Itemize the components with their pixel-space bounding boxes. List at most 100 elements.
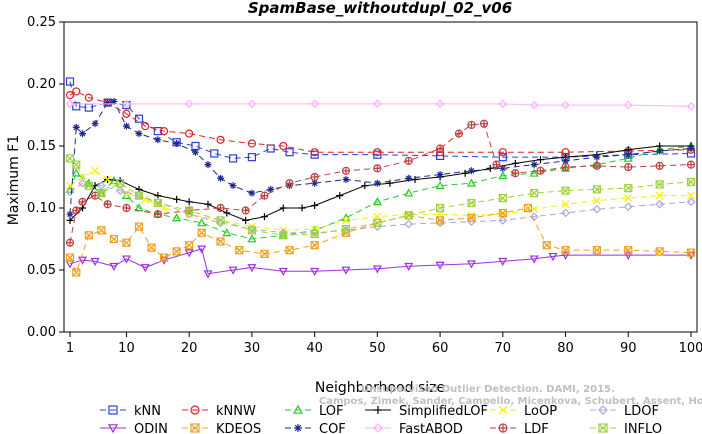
data-point-ldf bbox=[511, 169, 520, 178]
data-point-cof bbox=[204, 161, 212, 169]
x-tick-label: 80 bbox=[557, 341, 574, 356]
data-point-simplifiedlof bbox=[66, 216, 74, 224]
legend-marker bbox=[108, 405, 118, 415]
legend-marker bbox=[292, 404, 304, 414]
legend-marker bbox=[498, 405, 508, 415]
data-point-simplifiedlof bbox=[311, 202, 319, 210]
data-point-fastabod bbox=[561, 100, 570, 110]
data-point-inflo bbox=[467, 198, 476, 208]
data-point-knnw bbox=[159, 127, 169, 136]
data-point-fastabod bbox=[498, 99, 508, 109]
y-tick-label: 0.15 bbox=[27, 139, 56, 154]
data-point-cof bbox=[122, 122, 130, 130]
data-point-knnw bbox=[122, 109, 131, 118]
data-point-inflo bbox=[655, 180, 664, 189]
data-point-odin bbox=[435, 261, 445, 270]
legend-item-ldf: LDF bbox=[490, 422, 549, 434]
data-point-cof bbox=[72, 123, 80, 131]
data-point-simplifiedlof bbox=[223, 209, 231, 217]
data-point-odin bbox=[184, 249, 194, 258]
watermark-line-2: Campos, Zimek, Sander, Campello, Micenko… bbox=[319, 396, 702, 407]
data-point-ldf bbox=[122, 203, 131, 213]
data-point-kdeos bbox=[686, 248, 696, 257]
data-point-ldof bbox=[655, 199, 664, 209]
data-point-loop bbox=[592, 196, 601, 205]
legend-item-ldof: LDOF bbox=[590, 404, 659, 419]
data-point-odin bbox=[140, 264, 150, 273]
data-point-odin bbox=[498, 257, 508, 267]
data-point-odin bbox=[529, 255, 539, 264]
data-point-lof bbox=[466, 178, 476, 187]
data-point-cof bbox=[267, 185, 275, 193]
data-point-lof bbox=[96, 188, 106, 197]
data-point-ldf bbox=[310, 172, 319, 182]
series-line-odin bbox=[69, 248, 691, 275]
data-point-lof bbox=[498, 171, 508, 180]
legend-marker bbox=[107, 424, 119, 434]
data-point-simplifiedlof bbox=[260, 213, 268, 221]
data-point-knn bbox=[285, 148, 294, 157]
legend-label: INFLO bbox=[624, 422, 662, 434]
data-point-kdeos bbox=[624, 246, 633, 255]
data-point-cof bbox=[530, 161, 538, 169]
legend-item-lof: LOF bbox=[285, 404, 344, 419]
data-point-inflo bbox=[404, 211, 413, 220]
data-point-knn bbox=[122, 100, 131, 110]
watermark-line-1: Unsupervised Outlier Detection. DAMI, 20… bbox=[361, 384, 615, 395]
legend-marker bbox=[598, 405, 608, 415]
data-point-cof bbox=[91, 120, 99, 128]
data-point-inflo bbox=[373, 218, 382, 227]
data-point-simplifiedlof bbox=[336, 192, 344, 200]
data-point-cof bbox=[624, 151, 632, 159]
data-point-knnw bbox=[72, 87, 81, 96]
data-point-inflo bbox=[247, 226, 257, 235]
data-point-kdeos bbox=[542, 241, 551, 250]
data-point-cof bbox=[154, 136, 162, 144]
data-point-ldof bbox=[216, 218, 225, 228]
data-point-kdeos bbox=[260, 249, 269, 258]
series-line-fastabod bbox=[70, 103, 692, 107]
series-inflo bbox=[65, 154, 696, 240]
legend-item-knnw: kNNW bbox=[182, 404, 256, 419]
data-point-simplifiedlof bbox=[204, 200, 212, 208]
data-point-kdeos bbox=[197, 228, 206, 237]
data-point-ldf bbox=[241, 206, 250, 215]
data-point-knnw bbox=[84, 93, 93, 102]
data-point-inflo bbox=[686, 177, 696, 187]
data-point-loop bbox=[103, 175, 112, 184]
data-point-inflo bbox=[624, 184, 633, 193]
legend: kNN kNNW LOF SimplifiedLOF LoOP LDOF ODIN KDEOS… bbox=[100, 404, 662, 434]
data-point-odin bbox=[121, 255, 131, 264]
data-point-kdeos bbox=[65, 253, 75, 262]
data-point-odin bbox=[65, 260, 75, 269]
data-point-lof bbox=[435, 180, 445, 190]
data-point-kdeos bbox=[122, 238, 131, 247]
data-point-simplifiedlof bbox=[279, 204, 287, 212]
data-point-kdeos bbox=[435, 216, 445, 225]
data-point-kdeos bbox=[523, 203, 533, 213]
series-line-simplifiedlof bbox=[69, 145, 691, 221]
data-point-kdeos bbox=[498, 208, 507, 218]
legend-item-knn: kNN bbox=[100, 404, 161, 419]
series-odin bbox=[65, 245, 696, 279]
data-point-fastabod bbox=[184, 99, 194, 109]
legend-label: COF bbox=[319, 422, 346, 434]
data-point-cof bbox=[499, 164, 507, 172]
data-point-cof bbox=[373, 179, 381, 187]
data-point-ldf bbox=[492, 160, 501, 169]
data-point-simplifiedlof bbox=[536, 156, 544, 164]
data-point-cof bbox=[687, 144, 695, 152]
legend-label: kNNW bbox=[216, 404, 256, 419]
y-tick-label: 0.00 bbox=[27, 325, 56, 340]
data-point-ldf bbox=[624, 162, 633, 172]
data-point-fastabod bbox=[310, 99, 319, 109]
data-point-ldf bbox=[592, 161, 602, 170]
data-point-simplifiedlof bbox=[185, 198, 193, 206]
legend-marker bbox=[498, 423, 508, 433]
data-point-cof bbox=[342, 175, 350, 183]
data-point-cof bbox=[135, 130, 143, 138]
data-point-fastabod bbox=[686, 101, 696, 111]
data-point-cof bbox=[79, 130, 87, 138]
data-point-lof bbox=[372, 197, 382, 206]
data-point-cof bbox=[436, 171, 444, 179]
